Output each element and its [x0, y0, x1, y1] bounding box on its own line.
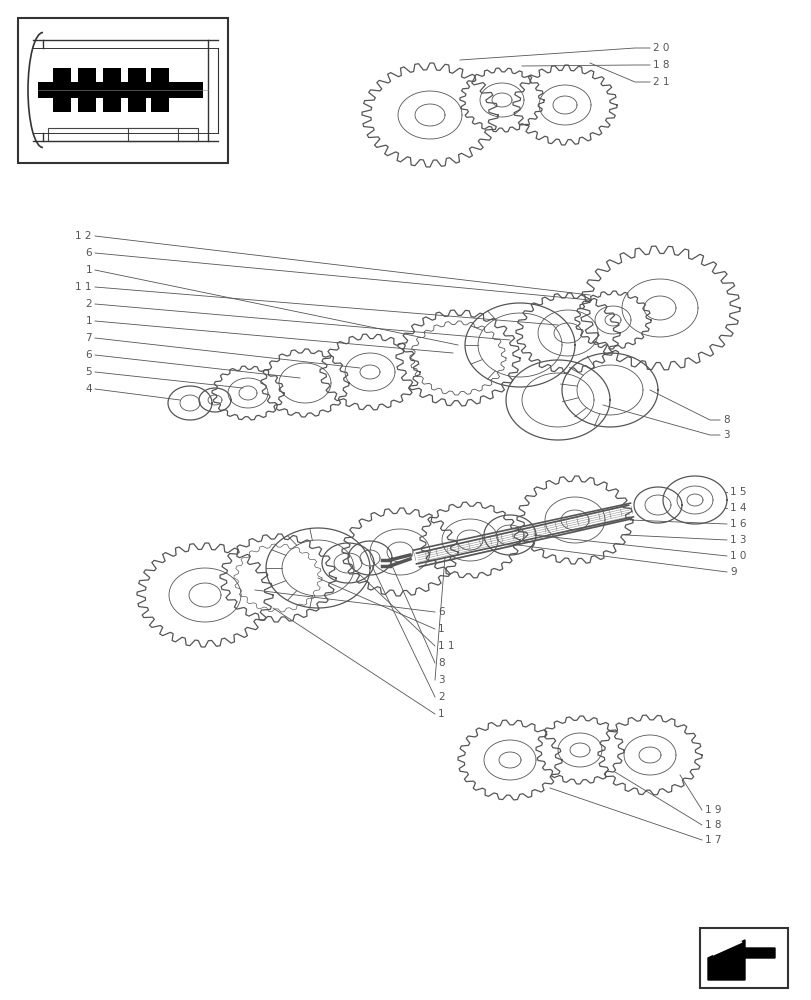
- Text: 1 1: 1 1: [75, 282, 92, 292]
- Text: 4: 4: [85, 384, 92, 394]
- Text: 1 0: 1 0: [729, 551, 745, 561]
- Text: 8: 8: [437, 658, 444, 668]
- Text: 1 7: 1 7: [704, 835, 721, 845]
- Bar: [53, 68, 71, 112]
- Text: 1 5: 1 5: [729, 487, 745, 497]
- Text: 1 6: 1 6: [729, 519, 745, 529]
- Text: 2 1: 2 1: [652, 77, 669, 87]
- Bar: [699, 928, 787, 988]
- Polygon shape: [707, 940, 774, 980]
- Text: 1 4: 1 4: [729, 503, 745, 513]
- Text: 2 0: 2 0: [652, 43, 668, 53]
- Polygon shape: [712, 942, 741, 955]
- Text: 1 3: 1 3: [729, 535, 745, 545]
- Bar: [78, 68, 96, 112]
- Text: 2: 2: [85, 299, 92, 309]
- Text: 1: 1: [85, 265, 92, 275]
- Bar: [128, 68, 146, 112]
- Text: 1 1: 1 1: [437, 641, 454, 651]
- Bar: [48, 128, 198, 141]
- Bar: [18, 18, 228, 163]
- Text: 1 2: 1 2: [75, 231, 92, 241]
- Bar: [151, 68, 169, 112]
- Text: 5: 5: [85, 367, 92, 377]
- Text: 1: 1: [437, 709, 444, 719]
- Text: 1: 1: [85, 316, 92, 326]
- Text: 2: 2: [437, 692, 444, 702]
- Text: 3: 3: [437, 675, 444, 685]
- Bar: [128, 128, 178, 141]
- Text: 3: 3: [722, 430, 729, 440]
- Bar: [103, 68, 121, 112]
- Text: 9: 9: [729, 567, 736, 577]
- Text: 1 8: 1 8: [652, 60, 669, 70]
- Text: 6: 6: [85, 248, 92, 258]
- Text: 6: 6: [85, 350, 92, 360]
- Text: 1 8: 1 8: [704, 820, 721, 830]
- Text: 8: 8: [722, 415, 729, 425]
- Text: 7: 7: [85, 333, 92, 343]
- Text: 1: 1: [437, 624, 444, 634]
- Text: 1 9: 1 9: [704, 805, 721, 815]
- Text: 6: 6: [437, 607, 444, 617]
- Bar: [38, 82, 203, 98]
